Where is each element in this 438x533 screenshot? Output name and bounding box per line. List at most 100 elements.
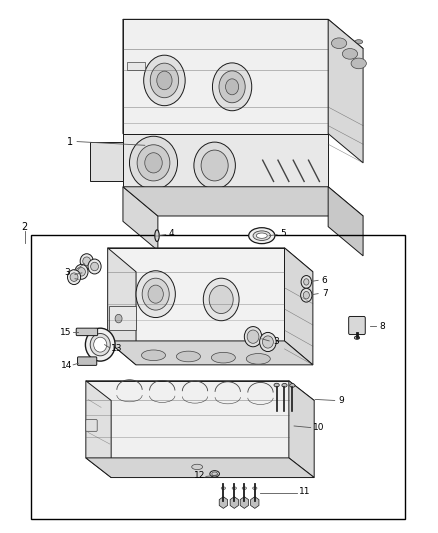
- Ellipse shape: [221, 487, 226, 489]
- Ellipse shape: [85, 328, 115, 361]
- Ellipse shape: [70, 273, 78, 281]
- Ellipse shape: [144, 55, 185, 106]
- Polygon shape: [123, 134, 328, 187]
- Polygon shape: [123, 187, 363, 216]
- Ellipse shape: [75, 264, 88, 279]
- Polygon shape: [109, 306, 136, 330]
- Ellipse shape: [201, 150, 228, 181]
- Ellipse shape: [249, 228, 275, 244]
- Ellipse shape: [262, 336, 273, 348]
- Ellipse shape: [242, 487, 247, 489]
- Ellipse shape: [155, 230, 159, 241]
- Text: 10: 10: [313, 423, 324, 432]
- Polygon shape: [285, 248, 313, 365]
- Ellipse shape: [169, 249, 199, 261]
- Ellipse shape: [209, 285, 233, 313]
- Ellipse shape: [192, 464, 203, 470]
- Ellipse shape: [148, 285, 163, 303]
- Ellipse shape: [315, 38, 323, 43]
- Ellipse shape: [155, 29, 179, 39]
- Polygon shape: [123, 19, 158, 163]
- Circle shape: [303, 292, 309, 299]
- Polygon shape: [108, 248, 285, 341]
- Ellipse shape: [94, 337, 107, 352]
- Ellipse shape: [130, 248, 159, 260]
- Ellipse shape: [198, 32, 222, 43]
- FancyBboxPatch shape: [78, 357, 97, 366]
- Text: 3: 3: [64, 269, 70, 277]
- Ellipse shape: [244, 327, 262, 347]
- Ellipse shape: [90, 334, 110, 356]
- Polygon shape: [86, 381, 314, 400]
- Ellipse shape: [83, 257, 91, 265]
- Ellipse shape: [260, 333, 276, 352]
- Ellipse shape: [212, 472, 218, 475]
- Ellipse shape: [232, 487, 237, 489]
- Ellipse shape: [355, 39, 363, 44]
- Ellipse shape: [177, 351, 201, 362]
- Ellipse shape: [134, 251, 155, 258]
- Ellipse shape: [208, 251, 238, 262]
- Ellipse shape: [80, 254, 93, 269]
- Ellipse shape: [256, 233, 267, 238]
- Ellipse shape: [351, 58, 366, 69]
- Ellipse shape: [252, 254, 273, 261]
- Ellipse shape: [157, 71, 172, 90]
- Ellipse shape: [274, 383, 279, 387]
- Ellipse shape: [194, 29, 226, 45]
- Text: 4: 4: [169, 229, 175, 238]
- FancyBboxPatch shape: [349, 317, 365, 335]
- Polygon shape: [86, 381, 289, 458]
- Text: 13: 13: [111, 344, 123, 353]
- Ellipse shape: [290, 384, 295, 387]
- Ellipse shape: [203, 278, 239, 321]
- FancyBboxPatch shape: [76, 328, 98, 336]
- Ellipse shape: [246, 353, 270, 364]
- Circle shape: [300, 288, 312, 302]
- Ellipse shape: [150, 26, 183, 42]
- Ellipse shape: [212, 352, 235, 363]
- Ellipse shape: [282, 383, 287, 387]
- Polygon shape: [328, 187, 363, 256]
- Circle shape: [301, 276, 311, 288]
- Ellipse shape: [226, 79, 239, 95]
- Ellipse shape: [281, 36, 314, 52]
- Ellipse shape: [142, 278, 169, 310]
- Ellipse shape: [150, 63, 179, 98]
- Polygon shape: [86, 458, 314, 478]
- Ellipse shape: [91, 262, 99, 271]
- Ellipse shape: [247, 330, 259, 343]
- Circle shape: [304, 279, 309, 285]
- Polygon shape: [123, 187, 158, 251]
- Polygon shape: [90, 142, 123, 181]
- Polygon shape: [127, 62, 145, 70]
- Ellipse shape: [132, 31, 140, 36]
- Ellipse shape: [343, 49, 357, 59]
- Ellipse shape: [210, 471, 219, 477]
- Ellipse shape: [141, 350, 166, 361]
- Polygon shape: [108, 248, 136, 365]
- Text: 9: 9: [339, 396, 344, 405]
- Text: 3: 3: [273, 337, 279, 346]
- Text: 8: 8: [380, 321, 385, 330]
- Ellipse shape: [67, 270, 81, 285]
- Text: 1: 1: [67, 136, 73, 147]
- Ellipse shape: [137, 145, 170, 181]
- Polygon shape: [123, 19, 363, 49]
- Ellipse shape: [237, 33, 270, 49]
- Text: 11: 11: [299, 487, 311, 496]
- Ellipse shape: [212, 63, 252, 111]
- Ellipse shape: [115, 248, 122, 253]
- Polygon shape: [289, 381, 314, 478]
- Polygon shape: [108, 248, 313, 272]
- Polygon shape: [123, 19, 328, 134]
- Ellipse shape: [286, 38, 310, 49]
- Ellipse shape: [173, 252, 194, 259]
- Text: 14: 14: [60, 361, 72, 370]
- Ellipse shape: [78, 268, 85, 276]
- Bar: [31, 235, 405, 519]
- Ellipse shape: [145, 153, 162, 173]
- Ellipse shape: [213, 253, 234, 260]
- Polygon shape: [108, 341, 313, 365]
- Text: 12: 12: [194, 471, 205, 480]
